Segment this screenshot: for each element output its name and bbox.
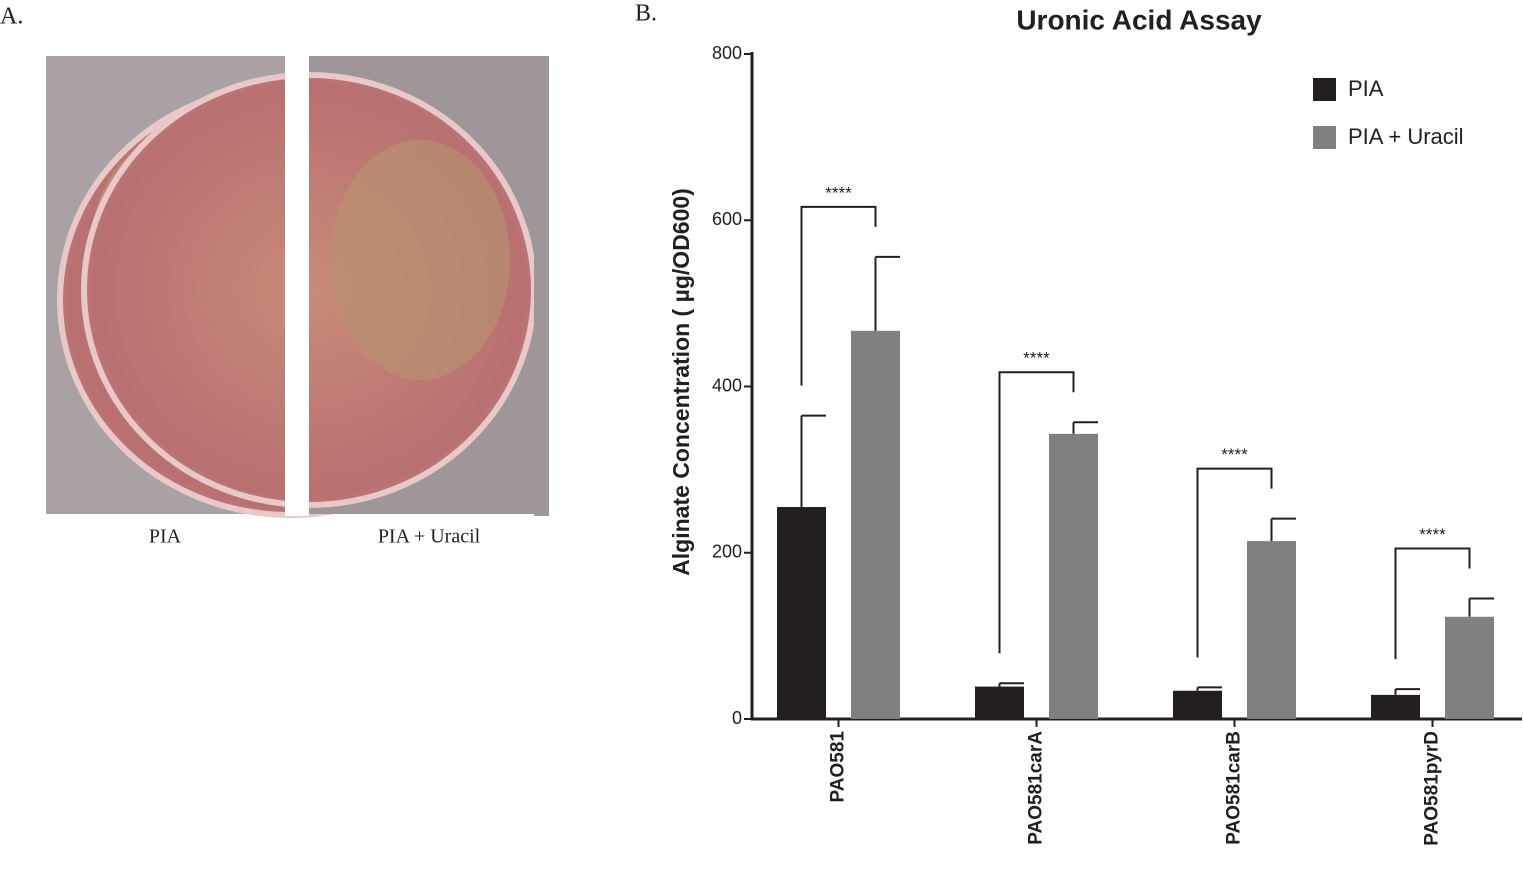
bar xyxy=(851,330,900,719)
bar xyxy=(1371,694,1420,719)
significance-bracket xyxy=(998,371,1075,654)
panel-label: B. xyxy=(635,1,657,27)
bar xyxy=(1247,541,1296,719)
x-tick-label: PAO581carB xyxy=(1224,731,1245,845)
bar xyxy=(1173,690,1222,719)
significance-label: **** xyxy=(1023,349,1050,368)
panel-label: A. xyxy=(0,4,23,30)
photo-caption: PIA xyxy=(149,526,182,548)
significance-bracket xyxy=(1394,547,1471,660)
y-tick-label: 200 xyxy=(712,542,742,562)
significance-label: **** xyxy=(1221,445,1248,464)
bar xyxy=(975,686,1024,719)
significance-bracket xyxy=(1196,467,1273,658)
legend-label: PIA xyxy=(1348,76,1384,101)
y-tick-label: 0 xyxy=(732,708,742,728)
y-tick-label: 800 xyxy=(712,43,742,63)
significance-bracket xyxy=(800,205,877,386)
bar xyxy=(777,507,826,719)
x-tick-label: PAO581carA xyxy=(1026,731,1047,845)
legend-label: PIA + Uracil xyxy=(1348,124,1464,149)
photo xyxy=(81,56,549,516)
y-axis-label: Alginate Concentration ( µg/OD600) xyxy=(668,188,694,576)
chart-title: Uronic Acid Assay xyxy=(1016,4,1262,35)
significance-label: **** xyxy=(825,183,852,202)
y-tick-label: 600 xyxy=(712,209,742,229)
significance-label: **** xyxy=(1419,525,1446,544)
bar xyxy=(1049,433,1098,719)
legend-swatch xyxy=(1313,126,1336,149)
bar xyxy=(1445,616,1494,719)
x-tick-label: PAO581 xyxy=(828,731,849,803)
x-tick-label: PAO581pyrD xyxy=(1422,731,1443,846)
y-tick-label: 400 xyxy=(712,375,742,395)
photo-caption: PIA + Uracil xyxy=(378,526,481,548)
legend-swatch xyxy=(1313,78,1336,101)
